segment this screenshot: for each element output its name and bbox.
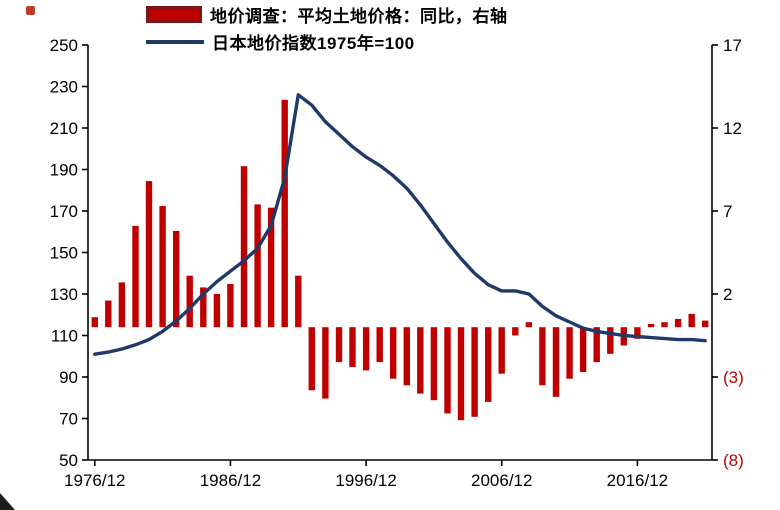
svg-text:1976/12: 1976/12 [64, 471, 125, 490]
red-corner-mark-icon [26, 6, 35, 15]
chart-legend: 地价调查：平均土地价格：同比，右轴 日本地价指数1975年=100 [146, 2, 508, 54]
legend-item-bar-series: 地价调查：平均土地价格：同比，右轴 [146, 2, 508, 27]
svg-text:90: 90 [59, 368, 78, 387]
legend-item-line-series: 日本地价指数1975年=100 [146, 29, 508, 54]
svg-text:(8): (8) [723, 451, 744, 470]
svg-text:150: 150 [50, 244, 78, 263]
svg-text:1986/12: 1986/12 [200, 471, 261, 490]
bar-series-swatch-icon [146, 6, 202, 23]
svg-text:50: 50 [59, 451, 78, 470]
svg-text:2006/12: 2006/12 [471, 471, 532, 490]
line-series [93, 93, 707, 356]
svg-text:190: 190 [50, 161, 78, 180]
x-axis-labels: 1976/12 1986/12 1996/12 2006/12 2016/12 [64, 471, 668, 490]
svg-text:(3): (3) [723, 368, 744, 387]
svg-text:210: 210 [50, 119, 78, 138]
svg-text:170: 170 [50, 202, 78, 221]
right-axis-labels: 17 12 7 2 (3) (8) [723, 36, 744, 470]
svg-text:1996/12: 1996/12 [335, 471, 396, 490]
bar-series [91, 99, 709, 421]
svg-text:2: 2 [723, 285, 732, 304]
axes [82, 44, 718, 466]
svg-text:2016/12: 2016/12 [607, 471, 668, 490]
black-corner-triangle-icon [0, 493, 15, 510]
svg-text:250: 250 [50, 36, 78, 55]
bar-series-label: 地价调查：平均土地价格：同比，右轴 [210, 7, 508, 26]
svg-text:130: 130 [50, 285, 78, 304]
svg-text:12: 12 [723, 119, 742, 138]
svg-text:17: 17 [723, 36, 742, 55]
svg-text:230: 230 [50, 78, 78, 97]
svg-text:7: 7 [723, 202, 732, 221]
left-axis-labels: 50 70 90 110 130 150 170 190 210 230 250 [50, 36, 78, 470]
svg-text:110: 110 [51, 327, 78, 346]
line-series-label: 日本地价指数1975年=100 [212, 34, 415, 53]
svg-text:70: 70 [59, 410, 78, 429]
line-series-swatch-icon [146, 39, 204, 44]
